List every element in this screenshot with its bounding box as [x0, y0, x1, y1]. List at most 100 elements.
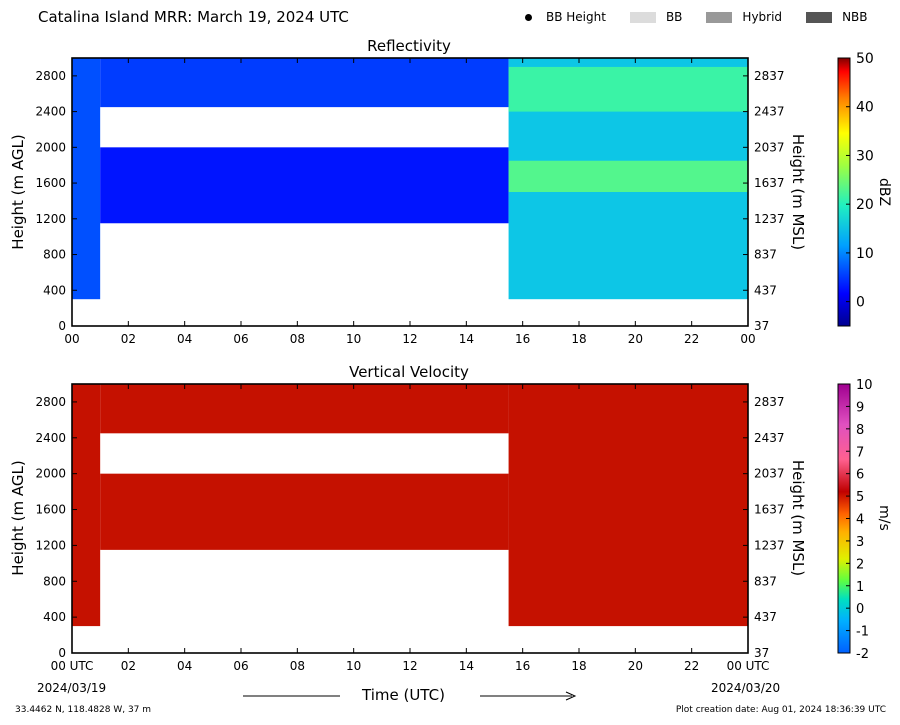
colorbar-tick-label: 20	[856, 197, 874, 213]
y-tick-label: 400	[43, 610, 66, 624]
echo-region-upper-band	[100, 58, 509, 108]
colorbar-tick-label: 4	[856, 513, 864, 528]
colorbar-tick-label: 50	[856, 51, 874, 67]
y-tick-label-right: 2837	[754, 395, 785, 409]
x-tick-label: 12	[402, 659, 417, 673]
colorbar-tick-label: 10	[856, 246, 874, 262]
legend-label: BB	[665, 10, 683, 24]
bb-height-marker	[525, 13, 532, 21]
x-tick-label: 10	[346, 332, 361, 346]
colorbar-dbz	[837, 57, 851, 327]
x-tick-label: 00	[740, 332, 755, 346]
y-tick-label: 1200	[35, 212, 66, 226]
legend-label: Hybrid	[742, 10, 783, 24]
legend-item-bb: BB	[629, 10, 683, 24]
y-tick-label: 2400	[35, 431, 66, 445]
colorbar-tick-label: 40	[856, 100, 874, 116]
colorbar-ticks: -2 -1 0 1 2 3 4 5 6 7 8 9 10	[846, 378, 873, 662]
echo-region-late-echo	[508, 384, 748, 627]
panel-title: Reflectivity	[367, 37, 451, 55]
colorbar-tick-label: 0	[856, 602, 864, 617]
y-tick-label-right: 2437	[754, 431, 785, 445]
colorbar-tick-label: 6	[856, 468, 864, 483]
velocity-panel: Vertical Velocity 00 UTC 02 04 06 08 10 12 14 16…	[9, 363, 892, 673]
y-tick-label-right: 1237	[754, 538, 785, 552]
bb-swatch	[629, 11, 656, 23]
y-tick-label: 800	[43, 574, 66, 588]
y-axis-label-right: Height (m MSL)	[789, 134, 807, 250]
y-tick-label: 0	[58, 319, 66, 333]
x-tick-label: 22	[684, 659, 699, 673]
y-tick-label: 2000	[35, 467, 66, 481]
y-tick-label: 1200	[35, 538, 66, 552]
x-tick-label: 18	[571, 659, 586, 673]
x-tick-label: 12	[402, 332, 417, 346]
y-ticks-left: 0 400 800 1200 1600 2000 2400 2800	[35, 395, 77, 660]
x-tick-label: 16	[515, 332, 530, 346]
y-tick-label-right: 2037	[754, 140, 785, 154]
x-tick-label: 20	[628, 332, 643, 346]
x-tick-label: 20	[628, 659, 643, 673]
colorbar-tick-label: 30	[856, 148, 874, 164]
y-tick-label-right: 837	[754, 574, 777, 588]
x-tick-label: 02	[121, 659, 136, 673]
y-tick-label: 2400	[35, 105, 66, 119]
x-tick-label: 22	[684, 332, 699, 346]
legend: BB Height BB Hybrid NBB	[525, 10, 868, 24]
y-tick-label: 1600	[35, 503, 66, 517]
colorbar-tick-label: 0	[856, 295, 865, 311]
y-ticks-right: 37 437 837 1237 1637 2037 2437 2837	[743, 395, 785, 660]
x-tick-label: 06	[233, 659, 248, 673]
colorbar-label: m/s	[876, 505, 892, 531]
colorbar-tick-label: 10	[856, 378, 873, 393]
end-date: 2024/03/20	[711, 681, 781, 695]
y-axis-label: Height (m AGL)	[9, 460, 27, 575]
y-tick-label: 2000	[35, 140, 66, 154]
echo-region-middle-band	[100, 473, 509, 550]
colorbar-tick-label: 1	[856, 580, 864, 595]
x-ticks: 00 02 04 06 08 10 12 14 16 18 20 22 00	[64, 58, 756, 346]
y-ticks-right: 37 437 837 1237 1637 2037 2437 2837	[743, 69, 785, 333]
x-tick-label: 18	[571, 332, 586, 346]
y-tick-label-right: 37	[754, 319, 769, 333]
legend-item-bb-height: BB Height	[525, 10, 606, 24]
legend-label: BB Height	[546, 10, 606, 24]
echo-region-middle-band	[100, 147, 509, 224]
y-axis-label: Height (m AGL)	[9, 134, 27, 249]
y-tick-label: 2800	[35, 69, 66, 83]
figure-title: Catalina Island MRR: March 19, 2024 UTC	[38, 8, 349, 26]
nbb-swatch	[806, 11, 833, 23]
x-ticks: 00 UTC 02 04 06 08 10 12 14 16 18 20 22 00 UTC	[51, 384, 769, 673]
x-axis-label: Time (UTC)	[362, 686, 445, 704]
y-tick-label: 400	[43, 283, 66, 297]
x-tick-label: 02	[121, 332, 136, 346]
colorbar-ticks: 0 10 20 30 40 50	[846, 51, 874, 311]
colorbar-tick-label: 2	[856, 557, 864, 572]
y-tick-label-right: 437	[754, 610, 777, 624]
y-tick-label-right: 1637	[754, 176, 785, 190]
colorbar-tick-label: -1	[856, 625, 869, 640]
echo-region-late-bright-layer-1	[508, 160, 748, 192]
colorbar-tick-label: -2	[856, 647, 869, 662]
y-tick-label-right: 2437	[754, 105, 785, 119]
x-tick-label: 04	[177, 332, 192, 346]
y-tick-label-right: 1237	[754, 212, 785, 226]
y-tick-label: 1600	[35, 176, 66, 190]
reflectivity-regions	[72, 58, 748, 300]
echo-region-late-bright-layer-2	[508, 66, 748, 112]
legend-label: NBB	[842, 10, 868, 24]
echo-region-early-column	[72, 58, 101, 300]
colorbar-tick-label: 7	[856, 445, 864, 460]
x-tick-label: 10	[346, 659, 361, 673]
hybrid-swatch	[706, 11, 733, 23]
legend-item-hybrid: Hybrid	[706, 10, 782, 24]
station-location: 33.4462 N, 118.4828 W, 37 m	[15, 705, 152, 715]
colorbar-label: dBZ	[876, 178, 892, 206]
echo-region-early-column	[72, 384, 101, 627]
y-tick-label-right: 2037	[754, 467, 785, 481]
colorbar-tick-label: 5	[856, 490, 864, 505]
y-tick-label-right: 437	[754, 283, 777, 297]
colorbar-tick-label: 8	[856, 423, 864, 438]
y-ticks-left: 0 400 800 1200 1600 2000 2400 2800	[35, 69, 77, 333]
